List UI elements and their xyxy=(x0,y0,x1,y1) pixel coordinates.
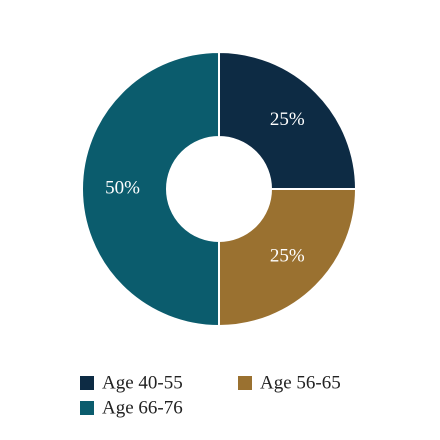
legend-label: Age 56-65 xyxy=(260,372,341,393)
legend-swatch xyxy=(238,376,252,390)
legend-swatch xyxy=(80,376,94,390)
slice-label: 50% xyxy=(105,177,140,198)
legend-label: Age 66-76 xyxy=(102,397,183,418)
legend-swatch xyxy=(80,401,94,415)
donut-slice xyxy=(218,50,358,190)
donut-slice xyxy=(218,188,358,328)
slice-label: 25% xyxy=(270,246,305,267)
slice-label: 25% xyxy=(270,109,305,130)
legend-label: Age 40-55 xyxy=(102,372,183,393)
donut-slice xyxy=(81,50,220,328)
